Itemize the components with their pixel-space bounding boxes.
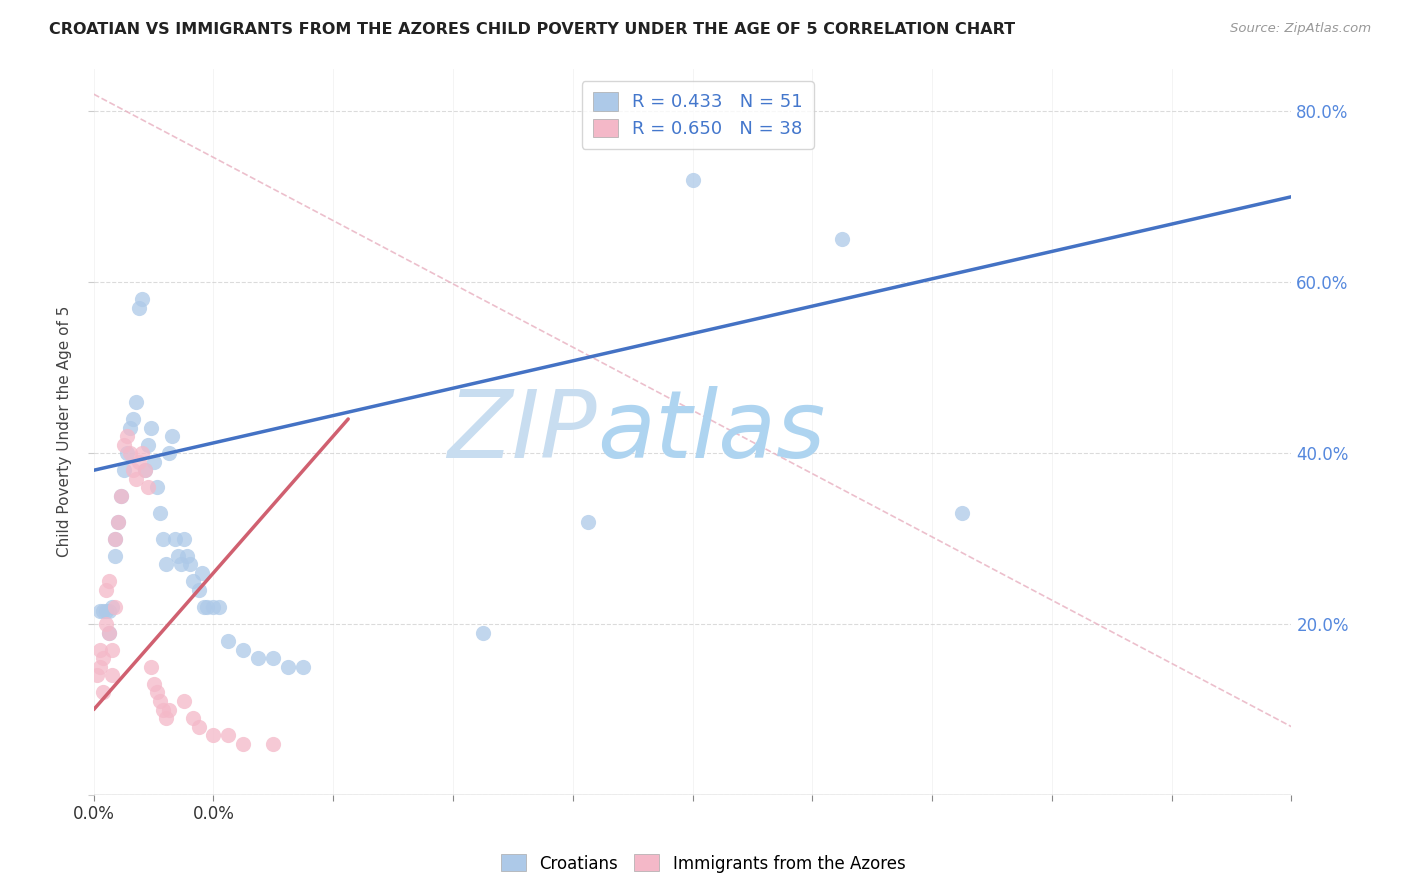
Point bbox=[472, 625, 495, 640]
Text: atlas: atlas bbox=[596, 386, 825, 477]
Point bbox=[107, 515, 129, 529]
Point bbox=[91, 685, 114, 699]
Text: ZIP: ZIP bbox=[447, 386, 596, 477]
Point bbox=[145, 685, 167, 699]
Point bbox=[187, 720, 209, 734]
Point bbox=[166, 549, 188, 563]
Point bbox=[142, 677, 165, 691]
Point bbox=[232, 737, 254, 751]
Point bbox=[121, 412, 143, 426]
Point bbox=[152, 532, 174, 546]
Point bbox=[134, 463, 156, 477]
Point bbox=[160, 429, 183, 443]
Point bbox=[97, 604, 120, 618]
Point bbox=[94, 582, 117, 597]
Point bbox=[124, 472, 146, 486]
Point bbox=[94, 617, 117, 632]
Point bbox=[576, 515, 599, 529]
Point bbox=[157, 446, 180, 460]
Point bbox=[124, 395, 146, 409]
Point bbox=[104, 532, 127, 546]
Legend: Croatians, Immigrants from the Azores: Croatians, Immigrants from the Azores bbox=[494, 847, 912, 880]
Point bbox=[277, 660, 299, 674]
Point bbox=[831, 232, 853, 246]
Point bbox=[91, 604, 114, 618]
Point bbox=[217, 634, 239, 648]
Point bbox=[89, 604, 111, 618]
Point bbox=[107, 515, 129, 529]
Point bbox=[208, 600, 231, 615]
Point bbox=[169, 558, 191, 572]
Point bbox=[155, 558, 177, 572]
Point bbox=[128, 301, 150, 315]
Point bbox=[115, 446, 138, 460]
Point bbox=[121, 463, 143, 477]
Text: Source: ZipAtlas.com: Source: ZipAtlas.com bbox=[1230, 22, 1371, 36]
Point bbox=[89, 642, 111, 657]
Point bbox=[136, 480, 159, 494]
Point bbox=[142, 455, 165, 469]
Point bbox=[118, 446, 141, 460]
Point bbox=[110, 489, 132, 503]
Point bbox=[187, 582, 209, 597]
Point bbox=[97, 625, 120, 640]
Point bbox=[100, 642, 122, 657]
Point bbox=[139, 660, 162, 674]
Point bbox=[91, 651, 114, 665]
Y-axis label: Child Poverty Under the Age of 5: Child Poverty Under the Age of 5 bbox=[58, 306, 72, 558]
Point bbox=[181, 711, 204, 725]
Point bbox=[128, 455, 150, 469]
Point bbox=[131, 293, 153, 307]
Point bbox=[179, 558, 201, 572]
Point bbox=[94, 604, 117, 618]
Point bbox=[104, 532, 127, 546]
Point bbox=[97, 625, 120, 640]
Point bbox=[155, 711, 177, 725]
Point bbox=[217, 728, 239, 742]
Point bbox=[100, 600, 122, 615]
Point bbox=[86, 668, 108, 682]
Point bbox=[152, 703, 174, 717]
Point bbox=[247, 651, 270, 665]
Point bbox=[262, 737, 284, 751]
Point bbox=[104, 549, 127, 563]
Point bbox=[950, 506, 973, 520]
Point bbox=[292, 660, 315, 674]
Point bbox=[131, 446, 153, 460]
Point bbox=[202, 600, 225, 615]
Point bbox=[157, 703, 180, 717]
Point bbox=[112, 437, 135, 451]
Point bbox=[262, 651, 284, 665]
Point bbox=[173, 532, 195, 546]
Point bbox=[100, 668, 122, 682]
Point bbox=[112, 463, 135, 477]
Point bbox=[176, 549, 198, 563]
Point bbox=[197, 600, 219, 615]
Point bbox=[134, 463, 156, 477]
Point bbox=[145, 480, 167, 494]
Point bbox=[149, 694, 172, 708]
Legend: R = 0.433   N = 51, R = 0.650   N = 38: R = 0.433 N = 51, R = 0.650 N = 38 bbox=[582, 81, 814, 149]
Point bbox=[232, 642, 254, 657]
Point bbox=[202, 728, 225, 742]
Point bbox=[149, 506, 172, 520]
Point bbox=[97, 574, 120, 589]
Point bbox=[139, 420, 162, 434]
Point bbox=[163, 532, 186, 546]
Text: CROATIAN VS IMMIGRANTS FROM THE AZORES CHILD POVERTY UNDER THE AGE OF 5 CORRELAT: CROATIAN VS IMMIGRANTS FROM THE AZORES C… bbox=[49, 22, 1015, 37]
Point bbox=[115, 429, 138, 443]
Point bbox=[173, 694, 195, 708]
Point bbox=[89, 660, 111, 674]
Point bbox=[181, 574, 204, 589]
Point bbox=[136, 437, 159, 451]
Point bbox=[193, 600, 215, 615]
Point bbox=[110, 489, 132, 503]
Point bbox=[190, 566, 212, 580]
Point bbox=[118, 420, 141, 434]
Point bbox=[682, 172, 704, 186]
Point bbox=[104, 600, 127, 615]
